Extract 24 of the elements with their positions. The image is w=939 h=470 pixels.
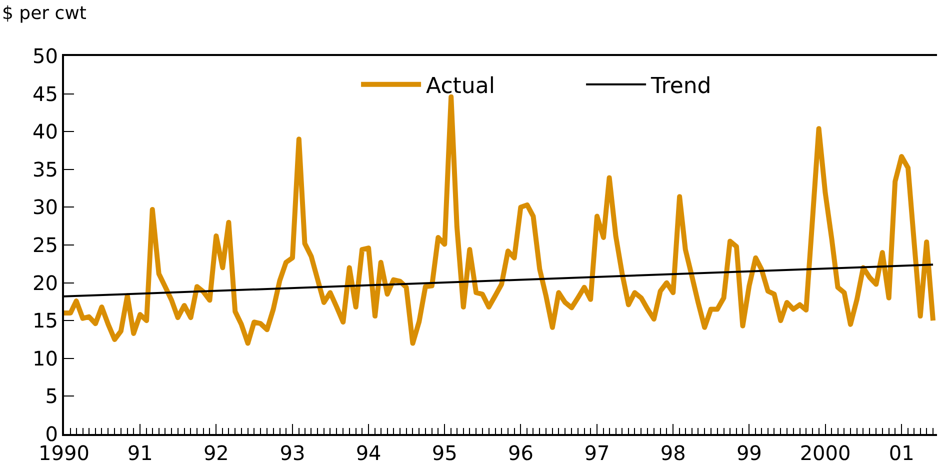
y-tick-label: 35 [32, 157, 58, 182]
x-tick-label: 95 [432, 441, 458, 465]
legend-label: Actual [426, 74, 495, 99]
x-tick-label: 91 [127, 441, 153, 465]
legend-label: Trend [650, 74, 712, 99]
y-tick-label: 5 [45, 384, 58, 408]
y-tick-label: 45 [32, 82, 58, 106]
x-tick-label: 92 [203, 441, 229, 465]
x-tick-label: 93 [280, 441, 306, 465]
x-tick-label: 94 [356, 441, 382, 465]
x-tick-label: 97 [584, 441, 610, 465]
y-tick-label: 25 [32, 233, 58, 257]
x-tick-label: 99 [736, 441, 762, 465]
x-tick-label: 01 [888, 441, 914, 465]
x-tick-label: 2000 [800, 441, 851, 465]
y-tick-label: 10 [32, 346, 58, 370]
y-tick-label: 20 [32, 270, 58, 295]
x-tick-label: 98 [660, 441, 686, 465]
y-tick-label: 50 [32, 44, 58, 68]
y-tick-label: 15 [32, 308, 58, 333]
y-axis-title: $ per cwt [2, 3, 86, 24]
y-tick-label: 30 [32, 195, 58, 220]
y-tick-label: 40 [32, 120, 58, 144]
x-tick-label: 96 [508, 441, 534, 465]
